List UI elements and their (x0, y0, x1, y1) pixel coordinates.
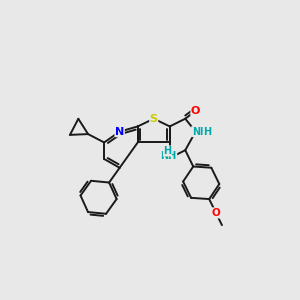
Text: O: O (191, 106, 200, 116)
Text: NH: NH (160, 151, 177, 160)
Text: N: N (115, 127, 124, 136)
Text: S: S (150, 114, 158, 124)
Text: H: H (203, 127, 211, 136)
Text: O: O (212, 208, 220, 218)
Text: NH: NH (192, 127, 208, 136)
Text: H: H (164, 146, 172, 156)
